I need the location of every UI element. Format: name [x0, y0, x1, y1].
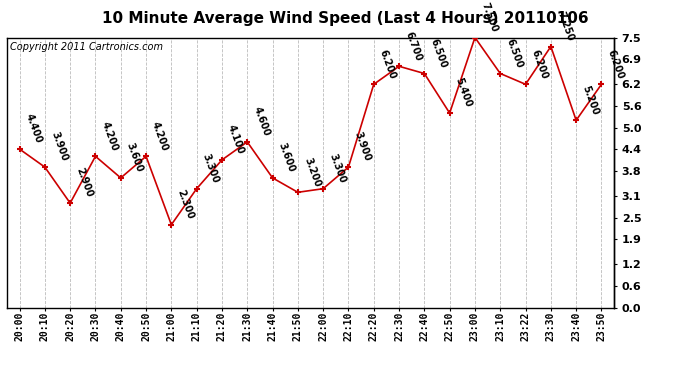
Text: 3.300: 3.300 [201, 152, 221, 184]
Text: 6.200: 6.200 [606, 48, 626, 80]
Text: 4.200: 4.200 [150, 120, 170, 152]
Text: 4.200: 4.200 [99, 120, 119, 152]
Text: 3.600: 3.600 [125, 141, 145, 174]
Text: 4.100: 4.100 [226, 123, 246, 156]
Text: 3.200: 3.200 [302, 156, 322, 188]
Text: 5.200: 5.200 [580, 84, 600, 116]
Text: 7.500: 7.500 [479, 1, 499, 33]
Text: 6.500: 6.500 [428, 37, 448, 69]
Text: 6.700: 6.700 [403, 30, 423, 62]
Text: 10 Minute Average Wind Speed (Last 4 Hours) 20110106: 10 Minute Average Wind Speed (Last 4 Hou… [101, 11, 589, 26]
Text: 6.500: 6.500 [504, 37, 524, 69]
Text: Copyright 2011 Cartronics.com: Copyright 2011 Cartronics.com [10, 42, 163, 51]
Text: 6.200: 6.200 [530, 48, 550, 80]
Text: 3.900: 3.900 [353, 130, 373, 163]
Text: 3.600: 3.600 [277, 141, 297, 174]
Text: 3.900: 3.900 [49, 130, 69, 163]
Text: 2.300: 2.300 [175, 188, 195, 220]
Text: 3.300: 3.300 [327, 152, 347, 184]
Text: 4.400: 4.400 [23, 112, 43, 145]
Text: 4.600: 4.600 [251, 105, 271, 138]
Text: 2.900: 2.900 [75, 166, 95, 199]
Text: 5.400: 5.400 [454, 76, 474, 109]
Text: 7.250: 7.250 [555, 10, 575, 42]
Text: 6.200: 6.200 [378, 48, 398, 80]
